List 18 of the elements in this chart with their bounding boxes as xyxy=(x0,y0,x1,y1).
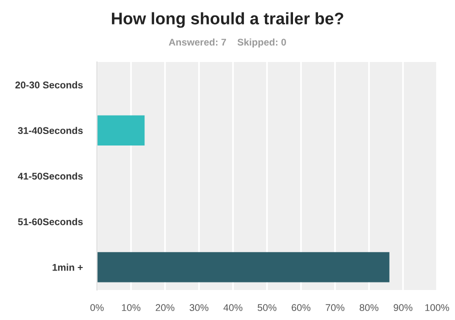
y-tick-label: 1min + xyxy=(52,264,83,271)
x-tick-label: 100% xyxy=(425,304,450,312)
x-tick-label: 60% xyxy=(292,304,310,312)
y-tick-label: 51-60Seconds xyxy=(18,218,83,226)
y-tick-label: 20-30 Seconds xyxy=(15,81,83,88)
x-tick-label: 0% xyxy=(90,304,104,312)
x-tick-label: 10% xyxy=(122,304,140,312)
x-tick-label: 90% xyxy=(394,304,412,312)
chart-title: How long should a trailer be? xyxy=(112,12,344,28)
y-tick-label: 31-40Seconds xyxy=(18,126,83,134)
x-tick-label: 40% xyxy=(223,304,242,312)
chart-subtitle: Answered: 7 Skipped: 0 xyxy=(168,38,286,48)
x-tick-label: 20% xyxy=(156,304,174,312)
x-tick-label: 80% xyxy=(360,304,378,312)
x-tick-label: 30% xyxy=(190,304,208,312)
x-tick-label: 50% xyxy=(258,304,276,312)
y-tick-label: 41-50Seconds xyxy=(18,172,83,180)
x-tick-label: 70% xyxy=(326,304,344,312)
